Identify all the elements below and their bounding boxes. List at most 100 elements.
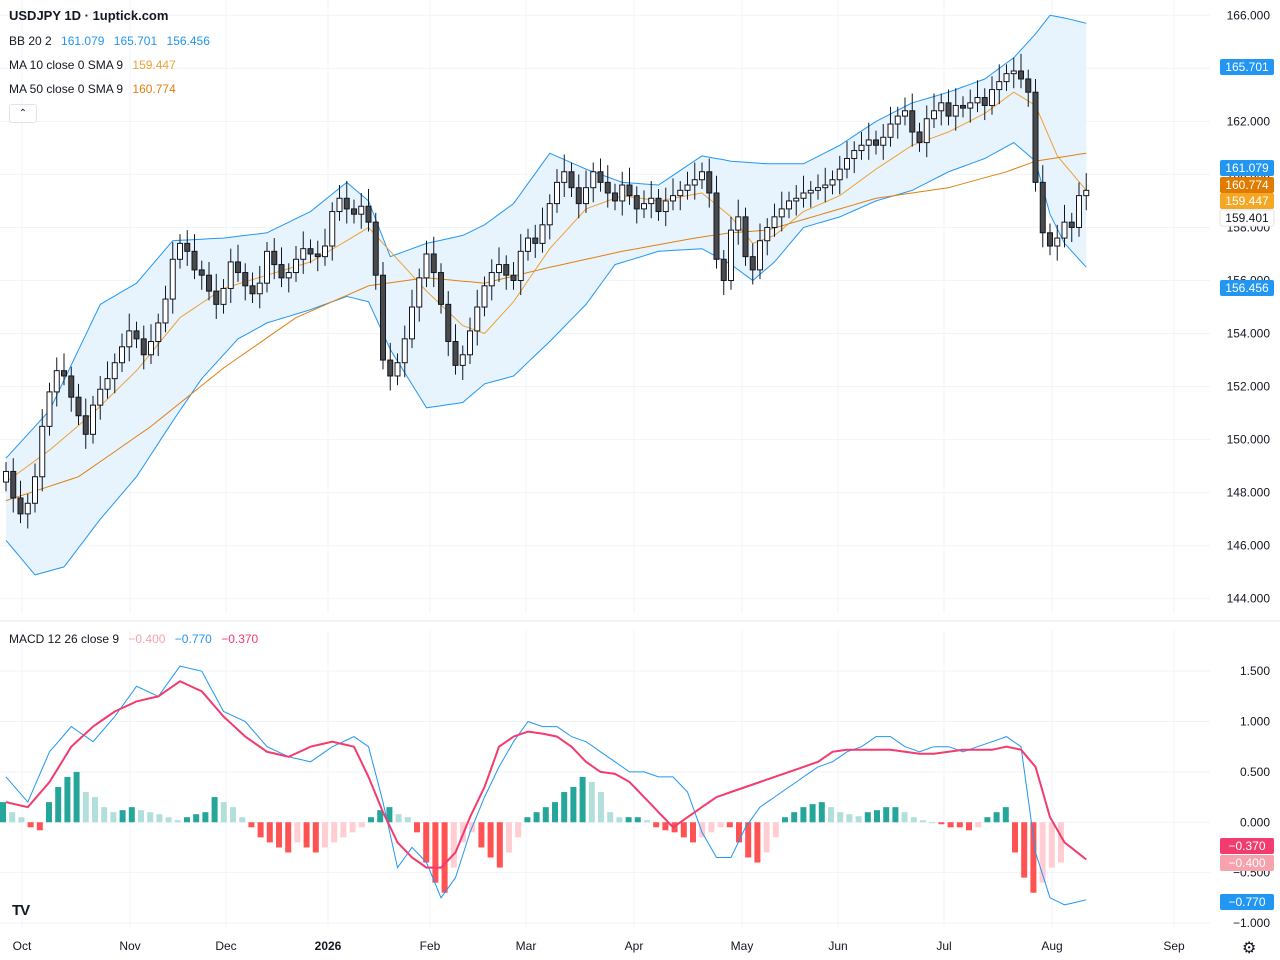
macd-histogram-bar (800, 807, 807, 823)
candle-body (169, 258, 176, 300)
macd-histogram-bar (165, 817, 172, 823)
macd-histogram-bar (322, 822, 328, 848)
candle-body (343, 197, 350, 210)
candle-body (336, 197, 343, 213)
macd-histogram-bar (818, 802, 825, 823)
candle-body (952, 104, 959, 117)
candle-body (220, 287, 227, 305)
ma10-line (5, 91, 1087, 483)
macd-histogram-bar (423, 822, 430, 863)
legend-ma50-name: MA 50 close 0 SMA 9 (9, 82, 124, 96)
bollinger-upper-line (5, 14, 1087, 459)
macd-histogram-bar (717, 822, 724, 828)
macd-histogram-bar (644, 820, 650, 823)
macd-histogram-bar (708, 822, 715, 833)
tradingview-logo[interactable]: TV (12, 902, 30, 919)
macd-histogram-bar (312, 822, 319, 853)
candle-body (822, 184, 829, 189)
legend-macd-macd: −0.770 (174, 632, 212, 646)
candle-body (764, 226, 771, 242)
legend-ma50-value: 160.774 (132, 82, 176, 96)
macd-histogram-bar (745, 822, 752, 858)
candle-body (256, 282, 263, 295)
candle-body (104, 378, 111, 390)
macd-histogram-bar (588, 781, 595, 823)
candle-body (923, 118, 930, 144)
macd-histogram-bar (36, 822, 43, 831)
legend-macd[interactable]: MACD 12 26 close 9 −0.400 −0.770 −0.370 (9, 632, 258, 646)
macd-histogram-bar (1048, 822, 1055, 868)
candle-body (307, 248, 314, 255)
collapse-legend-button[interactable]: ⌃ (9, 104, 37, 123)
legend-ma10[interactable]: MA 10 close 0 SMA 9 159.447 (9, 58, 176, 72)
macd-axis-label: 0.000 (1240, 815, 1270, 829)
macd-histogram-bar (699, 822, 706, 838)
candle-body (430, 253, 437, 274)
legend-ma50[interactable]: MA 50 close 0 SMA 9 160.774 (9, 82, 176, 96)
candle-body (24, 502, 31, 515)
candle-body (416, 277, 423, 308)
macd-histogram-bar (257, 822, 264, 838)
candle-body (590, 171, 597, 189)
macd-histogram-bar (680, 822, 687, 838)
macd-histogram-bar (1002, 807, 1009, 823)
macd-histogram-bar (404, 817, 411, 823)
macd-histogram-bar (487, 822, 494, 858)
macd-histogram-bar (506, 822, 512, 853)
time-axis-label: Feb (420, 939, 441, 953)
macd-histogram-bar (782, 817, 788, 823)
candle-body (989, 89, 995, 106)
legend-ma10-value: 159.447 (132, 58, 176, 72)
candle-body (329, 211, 336, 247)
candle-body (735, 216, 742, 231)
candle-body (387, 359, 394, 377)
candle-body (488, 272, 495, 287)
candle-body (996, 81, 1003, 91)
candle-body (699, 171, 705, 181)
candle-body (235, 261, 241, 274)
time-axis-label: Jul (936, 939, 951, 953)
macd-histogram-bar (690, 822, 696, 843)
candle-body (452, 340, 459, 366)
candlesticks (3, 53, 1090, 529)
macd-histogram-bar (662, 822, 669, 831)
candle-body (546, 203, 553, 226)
candle-body (242, 272, 249, 287)
macd-axis-label: 0.500 (1240, 765, 1270, 779)
candle-body (39, 425, 46, 478)
macd-histogram-bar (570, 787, 577, 823)
candle-body (1061, 221, 1068, 239)
legend-bb-name: BB 20 2 (9, 34, 52, 48)
macd-histogram-bar (119, 810, 126, 823)
candle-body (300, 248, 307, 260)
candle-body (604, 181, 611, 194)
macd-histogram-bar (294, 822, 301, 843)
macd-histogram-bar (340, 822, 347, 838)
macd-histogram-bar (552, 802, 558, 823)
candle-body (815, 187, 821, 191)
macd-histogram-bar (285, 822, 292, 853)
macd-histogram-bar (966, 822, 972, 831)
candle-body (597, 171, 604, 183)
candle-body (17, 497, 24, 515)
candle-body (720, 258, 727, 282)
price-tag-bg (1220, 177, 1274, 193)
macd-histogram-bar (846, 814, 853, 823)
candle-body (800, 192, 807, 199)
candle-body (68, 375, 75, 398)
legend-bb[interactable]: BB 20 2 161.079 165.701 156.456 (9, 34, 210, 48)
candle-body (293, 258, 299, 274)
macd-histogram-bar (211, 797, 218, 823)
macd-histogram-bar (524, 817, 531, 823)
candle-body (227, 261, 234, 289)
macd-histogram-bar (27, 822, 34, 828)
time-axis-label: Nov (119, 939, 140, 953)
candle-body (894, 115, 901, 125)
macd-axis-label: 1.500 (1240, 664, 1270, 678)
candle-body (858, 144, 865, 152)
candle-body (82, 415, 89, 435)
price-tag-bg (1220, 59, 1274, 75)
gear-icon[interactable]: ⚙ (1242, 940, 1257, 957)
macd-histogram-bar (634, 817, 641, 823)
macd-histogram-bar (975, 822, 982, 828)
